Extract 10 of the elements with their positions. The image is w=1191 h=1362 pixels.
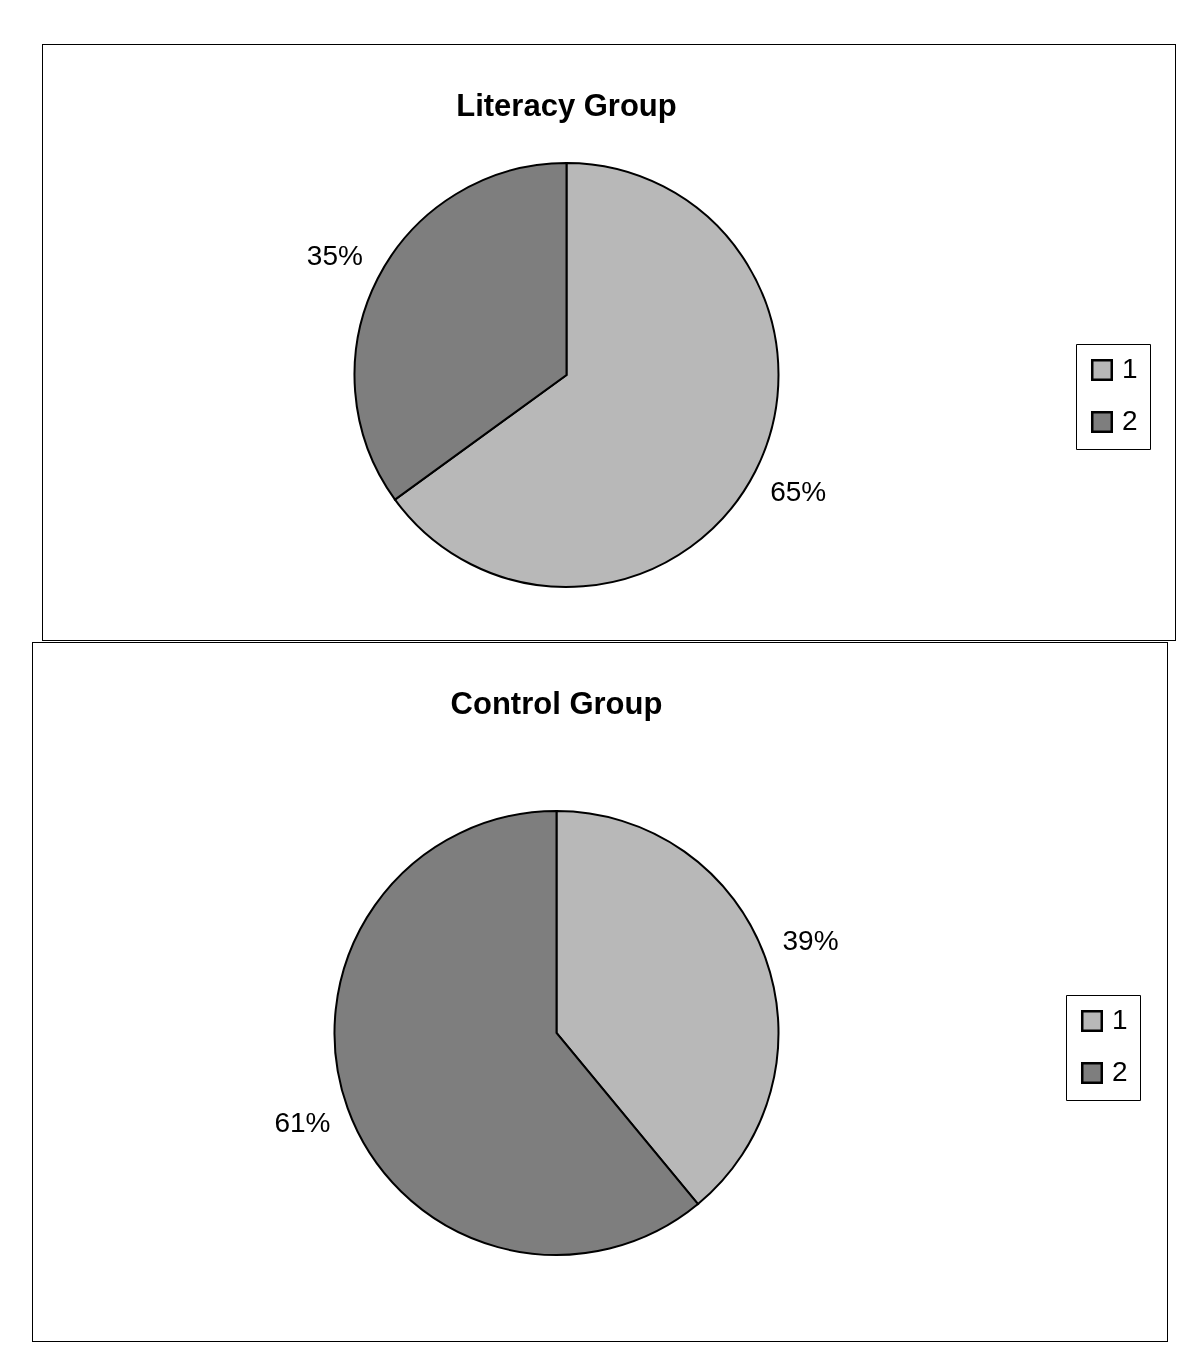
data-label: 61%: [274, 1107, 331, 1139]
data-label: 39%: [782, 924, 839, 956]
legend-label: 2: [1122, 405, 1138, 436]
legend-label: 1: [1112, 1004, 1128, 1035]
chart-title: Control Group: [450, 686, 663, 721]
data-label: 35%: [306, 239, 363, 271]
legend-label: 2: [1112, 1056, 1128, 1087]
legend-label: 1: [1122, 353, 1138, 384]
chart-title: Literacy Group: [456, 88, 677, 123]
data-label: 65%: [770, 476, 827, 508]
